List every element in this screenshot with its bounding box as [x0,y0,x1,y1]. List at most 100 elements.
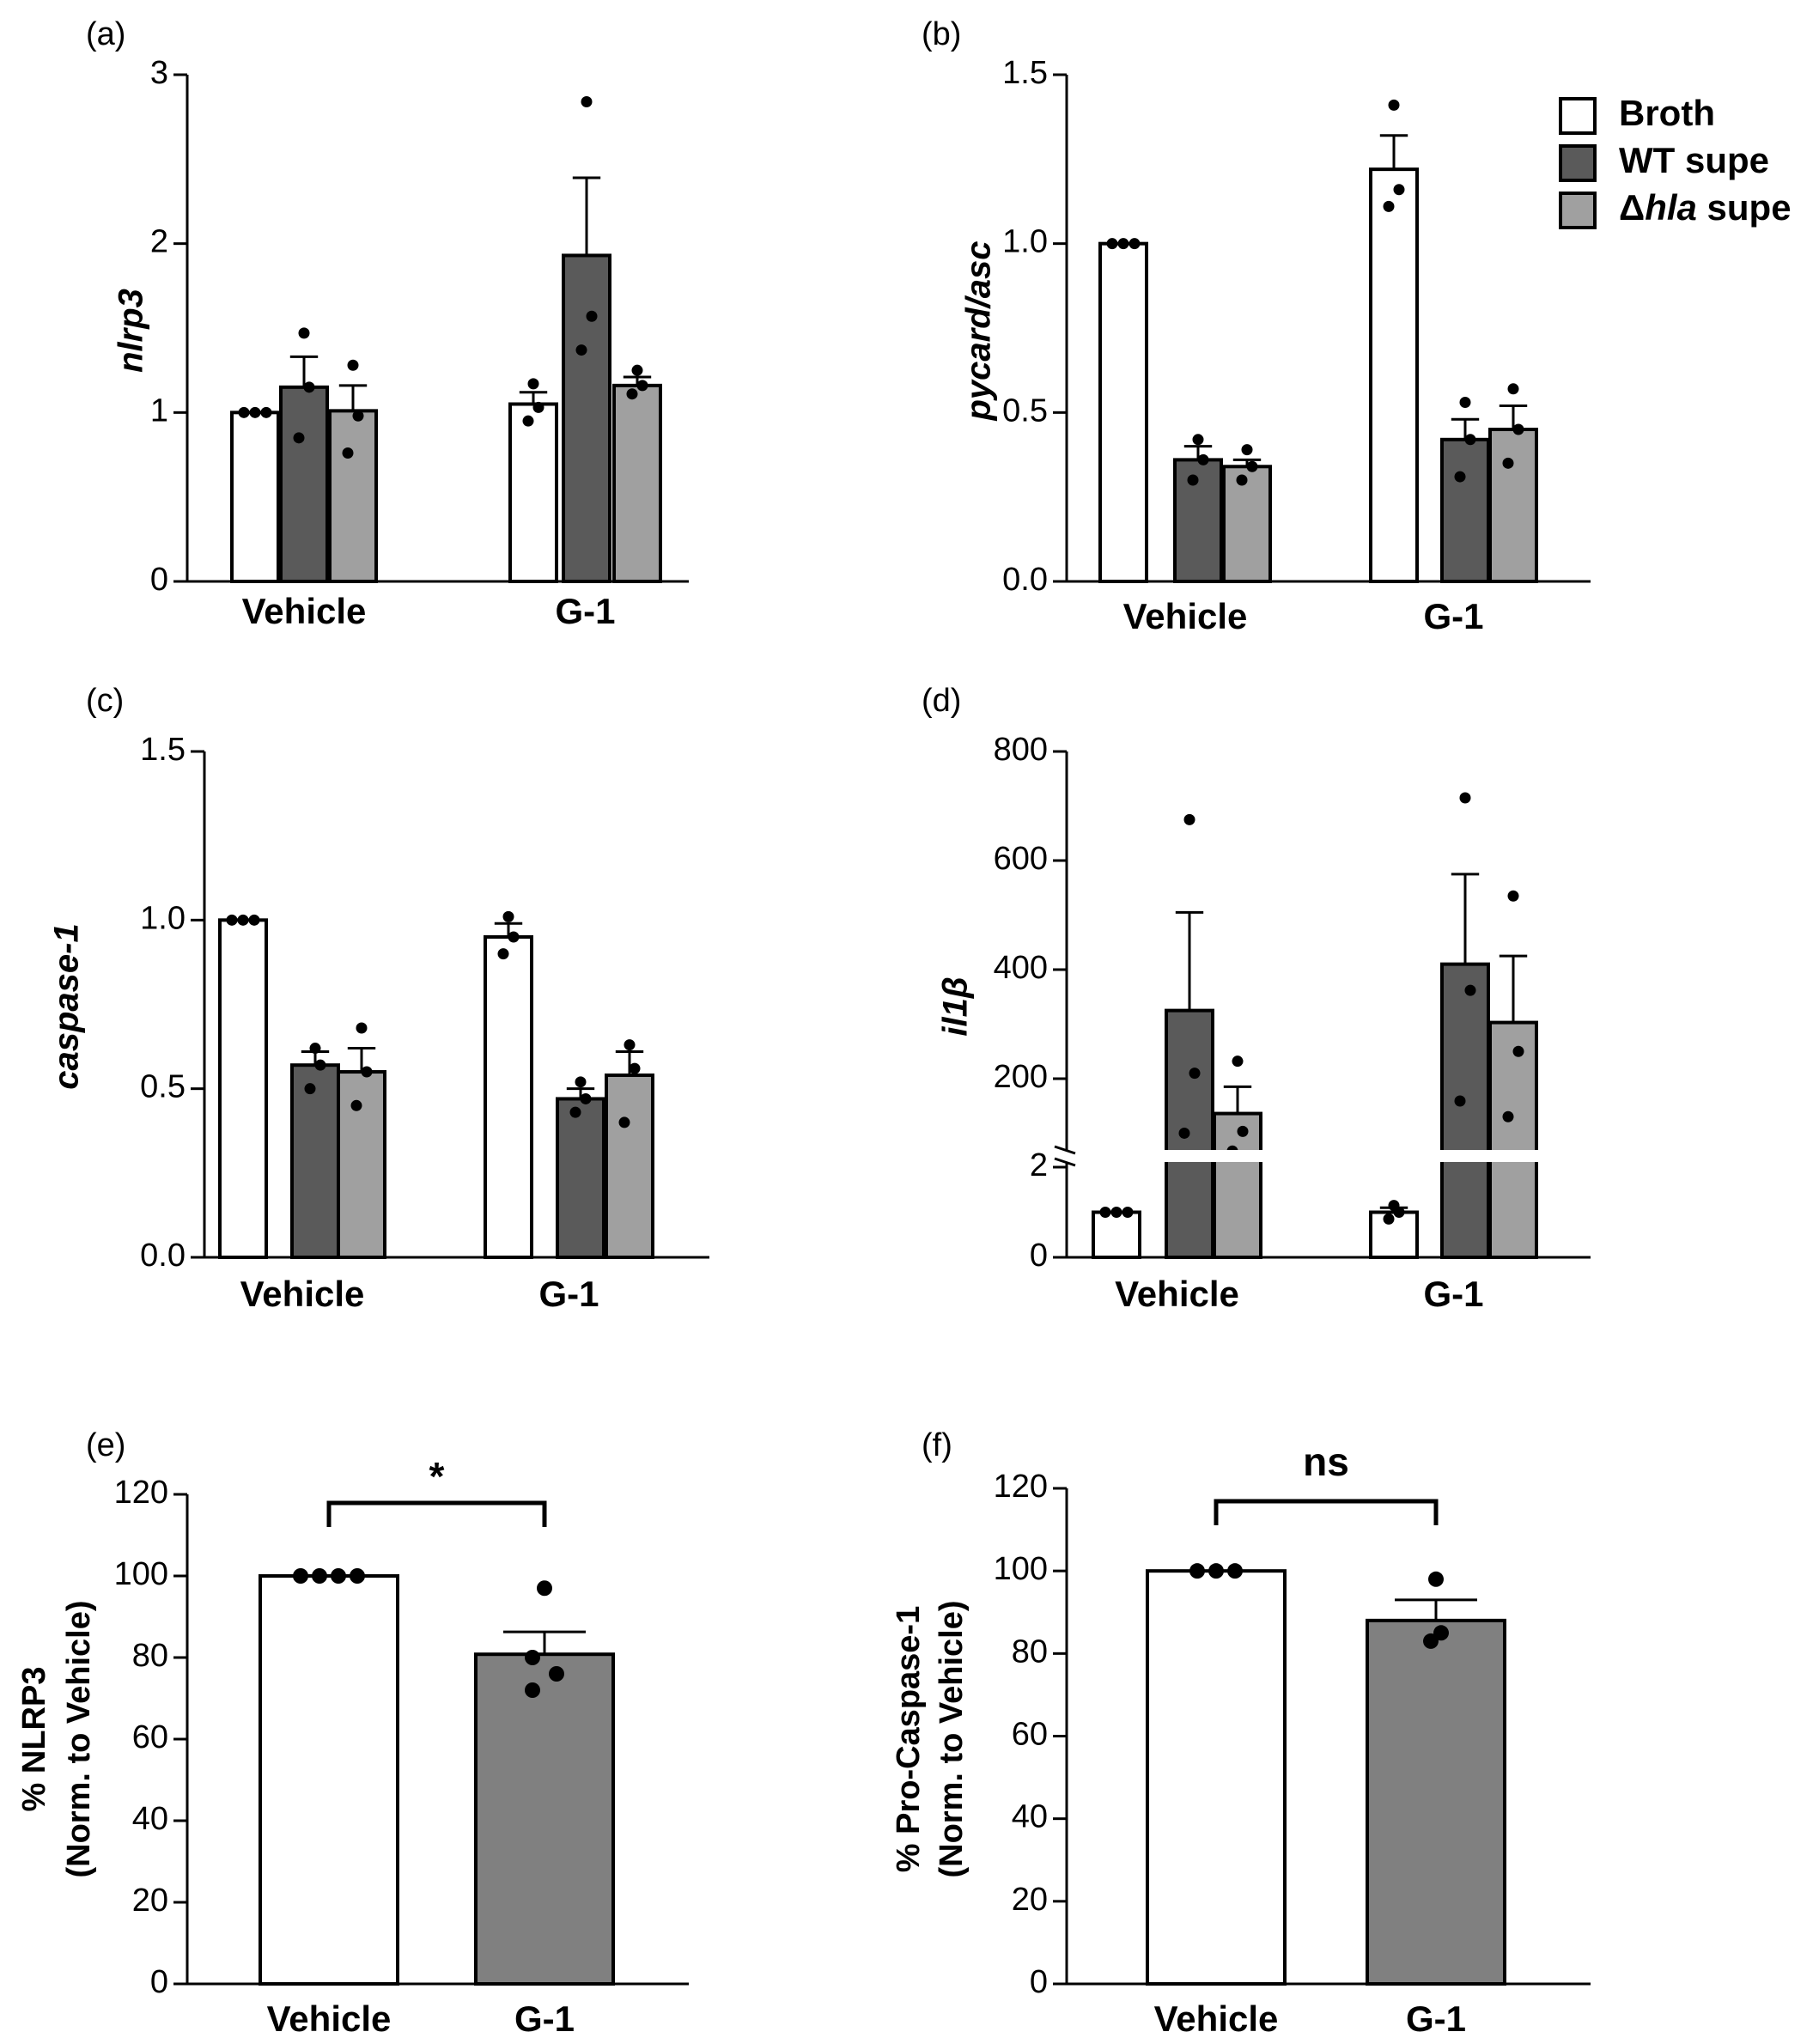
bar [474,1652,615,1986]
bar [218,918,268,1260]
data-point [1512,1045,1524,1057]
data-point [1183,813,1195,825]
data-point [527,378,539,390]
y-tick-label: 120 [994,1469,1048,1505]
legend-label-prefix: Δ [1619,187,1645,228]
panel-label: (a) [86,16,125,52]
y-tick-label: 3 [150,55,168,91]
data-point [502,910,514,922]
data-point [629,1062,641,1074]
bar [508,402,558,583]
data-point [1227,1563,1243,1579]
y-tick-label: 0 [1030,1964,1048,2000]
y-tick-label: 0 [1030,1238,1048,1274]
data-point [1117,238,1129,250]
data-point [303,381,315,393]
data-point [626,388,638,400]
y-tick-label: 60 [132,1719,168,1755]
x-category-label: G-1 [1423,596,1483,636]
data-point [636,380,648,392]
y-tick-label: 0.5 [140,1069,186,1105]
data-point [1237,1125,1249,1137]
legend-swatch [1559,192,1597,229]
y-tick-label: 20 [132,1883,168,1919]
bar [1366,1618,1506,1986]
data-point [361,1066,373,1078]
data-point [1383,200,1395,212]
bar [1440,962,1490,1260]
bar [1369,167,1419,583]
chart-panel-c: (c) 0.0 0.5 1.0 1.5 caspase-1 Vehicle G-1 [48,683,709,1314]
y-tick-label: 1 [150,392,168,429]
data-point [1459,397,1471,409]
x-category-label: G-1 [514,1998,575,2039]
bar [1488,428,1538,583]
chart-panel-f: (f) 0 20 40 60 80 100 120 % Pro-Caspase-1 (Norm. … [891,1427,1591,2039]
data-point [350,1099,362,1111]
x-category-label: G-1 [1406,1998,1466,2039]
y-axis-label-secondary: (Norm. to Vehicle) [61,1600,97,1877]
y-axis-label: nlrp3 [113,289,150,373]
bar [1440,437,1490,583]
x-category-label: Vehicle [1123,596,1248,636]
bar [1213,1111,1262,1260]
data-point [497,948,509,960]
data-point [1502,1110,1514,1122]
x-category-label: Vehicle [267,1998,392,2039]
data-point [1197,453,1209,465]
y-tick-label: 0.5 [1002,392,1048,429]
data-point [1464,984,1476,996]
data-point [1388,1200,1400,1212]
y-tick-label: 0 [150,1964,168,2000]
y-tick-label: 40 [1012,1799,1048,1835]
data-point [1129,238,1141,250]
panel-label: (d) [922,683,961,719]
significance-label: ns [1303,1439,1349,1484]
bar [328,409,378,583]
data-point [1507,383,1519,395]
y-tick-label: 120 [114,1475,168,1511]
bar [279,385,329,584]
legend: Broth WT supe Δhla supe [1559,93,1792,229]
data-point [1189,1068,1201,1080]
chart-panel-e: (e) 0 20 40 60 80 100 120 % NLRP3 (Norm. to Vehic… [16,1427,689,2039]
legend-swatch [1559,144,1597,182]
data-point [1502,457,1514,469]
data-point [1246,460,1258,472]
data-point [1423,1633,1439,1649]
data-point [342,447,354,459]
y-tick-label: 800 [994,732,1048,768]
significance-bracket [1214,1499,1439,1525]
legend-label-suffix: supe [1697,187,1792,228]
bar [230,411,280,584]
data-point [1428,1571,1444,1587]
data-point [1512,423,1524,435]
bar [556,1097,605,1259]
panel-label: (b) [922,16,961,52]
data-point [1454,1095,1466,1107]
data-point [312,1568,327,1584]
data-point [1507,890,1519,902]
y-tick-label: 1.0 [1002,224,1048,260]
legend-label: Broth [1619,93,1715,133]
data-point [226,914,238,926]
axis-break-mark [1054,1145,1076,1155]
data-point [293,432,305,444]
data-point [1110,1207,1122,1218]
axis-break-mark [1054,1157,1076,1167]
y-axis-label-secondary: (Norm. to Vehicle) [934,1600,970,1877]
data-point [508,931,520,943]
data-point [1383,1213,1395,1225]
data-point [237,914,249,926]
legend-label: Δhla supe [1619,187,1792,228]
data-point [522,415,534,427]
bar [562,253,611,583]
y-axis-label: % NLRP3 [16,1667,52,1812]
y-tick-label: 1.5 [140,732,186,768]
data-point [314,1059,326,1071]
data-point [537,1580,552,1597]
bar [605,1073,654,1259]
data-point [1122,1207,1134,1218]
y-tick-label: 0.0 [140,1238,186,1274]
data-point [525,1650,540,1665]
